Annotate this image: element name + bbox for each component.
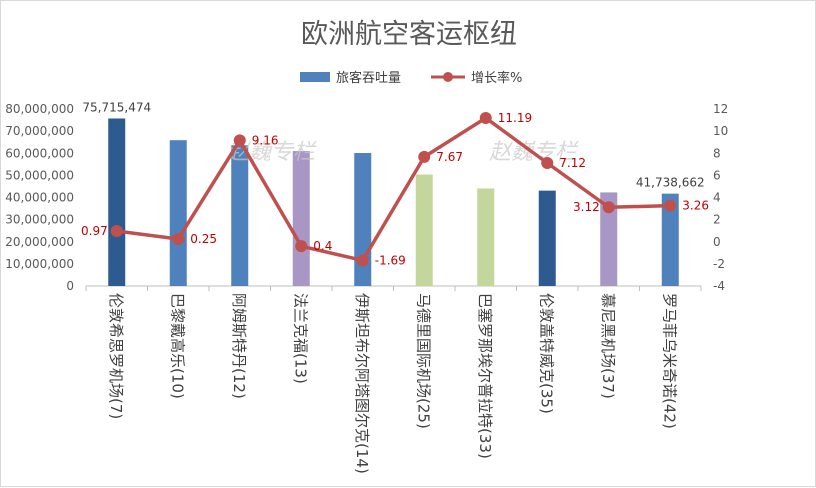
legend: 旅客吞吐量 增长率%	[300, 70, 522, 86]
rate-point	[602, 201, 615, 214]
rate-data-label: 3.12	[573, 200, 600, 214]
category-label: 马德里国际机场(25)	[414, 293, 432, 429]
watermarks: 赵巍专栏 赵巍专栏	[227, 140, 579, 165]
right-axis-tick: 4	[713, 191, 721, 205]
left-axis-tick: 40,000,000	[5, 191, 74, 205]
rate-data-label: 9.16	[252, 133, 279, 147]
bar	[661, 193, 679, 286]
legend-bar-swatch	[300, 72, 330, 82]
right-axis-tick: -2	[713, 257, 725, 271]
bar-data-label: 75,715,474	[82, 100, 151, 114]
left-axis-tick: 20,000,000	[5, 235, 74, 249]
bar	[600, 192, 618, 286]
rate-point	[233, 134, 246, 147]
rate-point	[172, 232, 185, 245]
category-label: 慕尼黑机场(37)	[599, 293, 617, 399]
left-axis-tick: 50,000,000	[5, 168, 74, 182]
right-axis-tick: 6	[713, 168, 721, 182]
rate-data-label: 0.4	[313, 239, 332, 253]
rate-line	[110, 111, 677, 267]
left-axis-tick: 30,000,000	[5, 213, 74, 227]
category-label: 伦敦盖特威克(35)	[537, 293, 555, 414]
category-label: 巴塞罗那埃尔普拉特(33)	[476, 293, 494, 459]
bar	[231, 145, 249, 286]
bar	[292, 151, 310, 286]
rate-data-label: 3.26	[682, 199, 709, 213]
rate-data-label: 0.97	[81, 224, 108, 238]
rate-point	[110, 225, 123, 238]
bar	[169, 140, 187, 286]
category-label: 罗马菲乌米奇诺(42)	[660, 293, 678, 429]
rate-point	[479, 111, 492, 124]
right-axis-tick: 10	[713, 124, 728, 138]
right-axis-tick: 8	[713, 146, 721, 160]
left-axis-tick: 80,000,000	[5, 102, 74, 116]
left-axis-tick: 10,000,000	[5, 257, 74, 271]
bar	[415, 174, 433, 286]
category-label: 伊斯坦布尔阿塔图尔克(14)	[353, 293, 371, 474]
category-label: 法兰克福(13)	[291, 293, 309, 384]
right-axis-tick: -4	[713, 279, 725, 293]
legend-line-marker	[443, 72, 453, 82]
right-axis-tick: 2	[713, 213, 721, 227]
rate-data-label: 7.12	[559, 156, 586, 170]
legend-bar-label: 旅客吞吐量	[336, 70, 401, 86]
rate-data-label: 11.19	[498, 111, 532, 125]
category-label: 巴黎戴高乐(10)	[168, 293, 186, 399]
category-label: 伦敦希思罗机场(7)	[107, 293, 125, 419]
category-label: 阿姆斯特丹(12)	[230, 293, 248, 399]
left-axis-tick: 0	[66, 279, 74, 293]
rate-data-label: 7.67	[436, 150, 463, 164]
left-axis-tick: 60,000,000	[5, 146, 74, 160]
bar	[108, 118, 126, 286]
rate-series-line	[116, 116, 671, 263]
bar	[538, 190, 556, 286]
bars	[108, 118, 679, 286]
rate-data-label: -1.69	[375, 253, 406, 267]
bar	[477, 188, 495, 286]
rate-data-label: 0.25	[190, 232, 217, 246]
category-labels: 伦敦希思罗机场(7) 巴黎戴高乐(10) 阿姆斯特丹(12) 法兰克福(13) 伊斯坦布…	[107, 293, 679, 474]
rate-point	[664, 199, 677, 212]
left-axis-tick: 70,000,000	[5, 124, 74, 138]
data-labels: 75,715,474 41,738,662 0.97 0.25 9.16 0.4 -1.69…	[81, 100, 709, 267]
rate-point	[541, 156, 554, 169]
rate-point	[418, 150, 431, 163]
rate-point	[356, 254, 369, 267]
axes: 0 10,000,000 20,000,000 30,000,000 40,000,00…	[5, 102, 728, 293]
right-axis-tick: 0	[713, 235, 721, 249]
bar-data-label: 41,738,662	[636, 176, 705, 190]
chart-title: 欧洲航空客运枢纽	[301, 19, 517, 50]
rate-point	[295, 240, 308, 253]
right-axis-tick: 12	[713, 102, 728, 116]
legend-line-label: 增长率%	[471, 70, 522, 86]
